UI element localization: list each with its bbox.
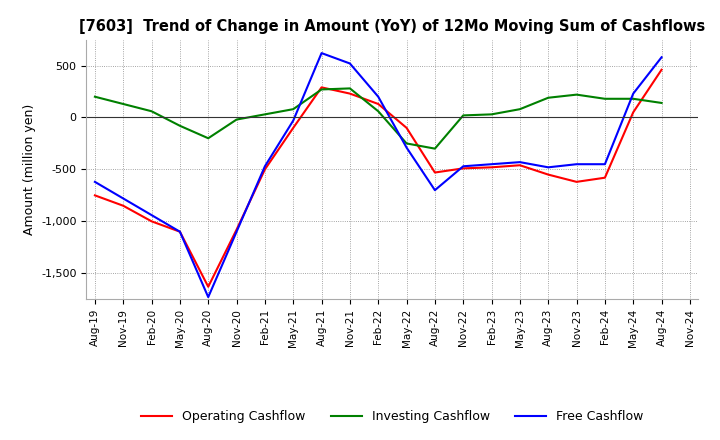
Free Cashflow	[91, 179, 99, 184]
Free Cashflow	[544, 165, 552, 170]
Free Cashflow	[459, 164, 467, 169]
Free Cashflow	[600, 161, 609, 167]
Operating Cashflow	[346, 91, 354, 96]
Investing Cashflow	[91, 94, 99, 99]
Investing Cashflow	[402, 141, 411, 146]
Investing Cashflow	[657, 100, 666, 106]
Investing Cashflow	[572, 92, 581, 97]
Free Cashflow	[516, 159, 524, 165]
Free Cashflow	[431, 187, 439, 193]
Operating Cashflow	[233, 227, 241, 232]
Investing Cashflow	[318, 87, 326, 92]
Operating Cashflow	[91, 193, 99, 198]
Investing Cashflow	[119, 101, 127, 106]
Operating Cashflow	[204, 284, 212, 290]
Investing Cashflow	[346, 86, 354, 91]
Operating Cashflow	[176, 229, 184, 235]
Line: Investing Cashflow: Investing Cashflow	[95, 88, 662, 149]
Operating Cashflow	[318, 85, 326, 90]
Operating Cashflow	[516, 163, 524, 168]
Operating Cashflow	[289, 125, 297, 131]
Free Cashflow	[346, 61, 354, 66]
Investing Cashflow	[176, 123, 184, 128]
Free Cashflow	[629, 91, 637, 96]
Operating Cashflow	[657, 67, 666, 72]
Title: [7603]  Trend of Change in Amount (YoY) of 12Mo Moving Sum of Cashflows: [7603] Trend of Change in Amount (YoY) o…	[79, 19, 706, 34]
Legend: Operating Cashflow, Investing Cashflow, Free Cashflow: Operating Cashflow, Investing Cashflow, …	[136, 405, 649, 428]
Investing Cashflow	[204, 136, 212, 141]
Investing Cashflow	[487, 112, 496, 117]
Operating Cashflow	[487, 165, 496, 170]
Free Cashflow	[233, 229, 241, 235]
Free Cashflow	[318, 51, 326, 56]
Operating Cashflow	[148, 219, 156, 224]
Operating Cashflow	[119, 203, 127, 209]
Investing Cashflow	[148, 109, 156, 114]
Free Cashflow	[119, 196, 127, 201]
Operating Cashflow	[629, 110, 637, 115]
Investing Cashflow	[289, 106, 297, 112]
Line: Operating Cashflow: Operating Cashflow	[95, 70, 662, 287]
Investing Cashflow	[431, 146, 439, 151]
Free Cashflow	[572, 161, 581, 167]
Line: Free Cashflow: Free Cashflow	[95, 53, 662, 297]
Operating Cashflow	[459, 166, 467, 171]
Investing Cashflow	[459, 113, 467, 118]
Operating Cashflow	[402, 125, 411, 131]
Operating Cashflow	[544, 172, 552, 177]
Free Cashflow	[148, 213, 156, 218]
Investing Cashflow	[516, 106, 524, 112]
Investing Cashflow	[544, 95, 552, 100]
Investing Cashflow	[261, 112, 269, 117]
Operating Cashflow	[572, 179, 581, 184]
Investing Cashflow	[233, 117, 241, 122]
Investing Cashflow	[374, 109, 382, 114]
Operating Cashflow	[431, 170, 439, 175]
Investing Cashflow	[600, 96, 609, 102]
Free Cashflow	[374, 94, 382, 99]
Free Cashflow	[657, 55, 666, 60]
Investing Cashflow	[629, 96, 637, 102]
Operating Cashflow	[374, 101, 382, 106]
Free Cashflow	[402, 145, 411, 150]
Free Cashflow	[261, 164, 269, 169]
Free Cashflow	[289, 118, 297, 123]
Free Cashflow	[176, 229, 184, 235]
Operating Cashflow	[600, 175, 609, 180]
Y-axis label: Amount (million yen): Amount (million yen)	[22, 104, 35, 235]
Free Cashflow	[204, 294, 212, 300]
Free Cashflow	[487, 161, 496, 167]
Operating Cashflow	[261, 167, 269, 172]
